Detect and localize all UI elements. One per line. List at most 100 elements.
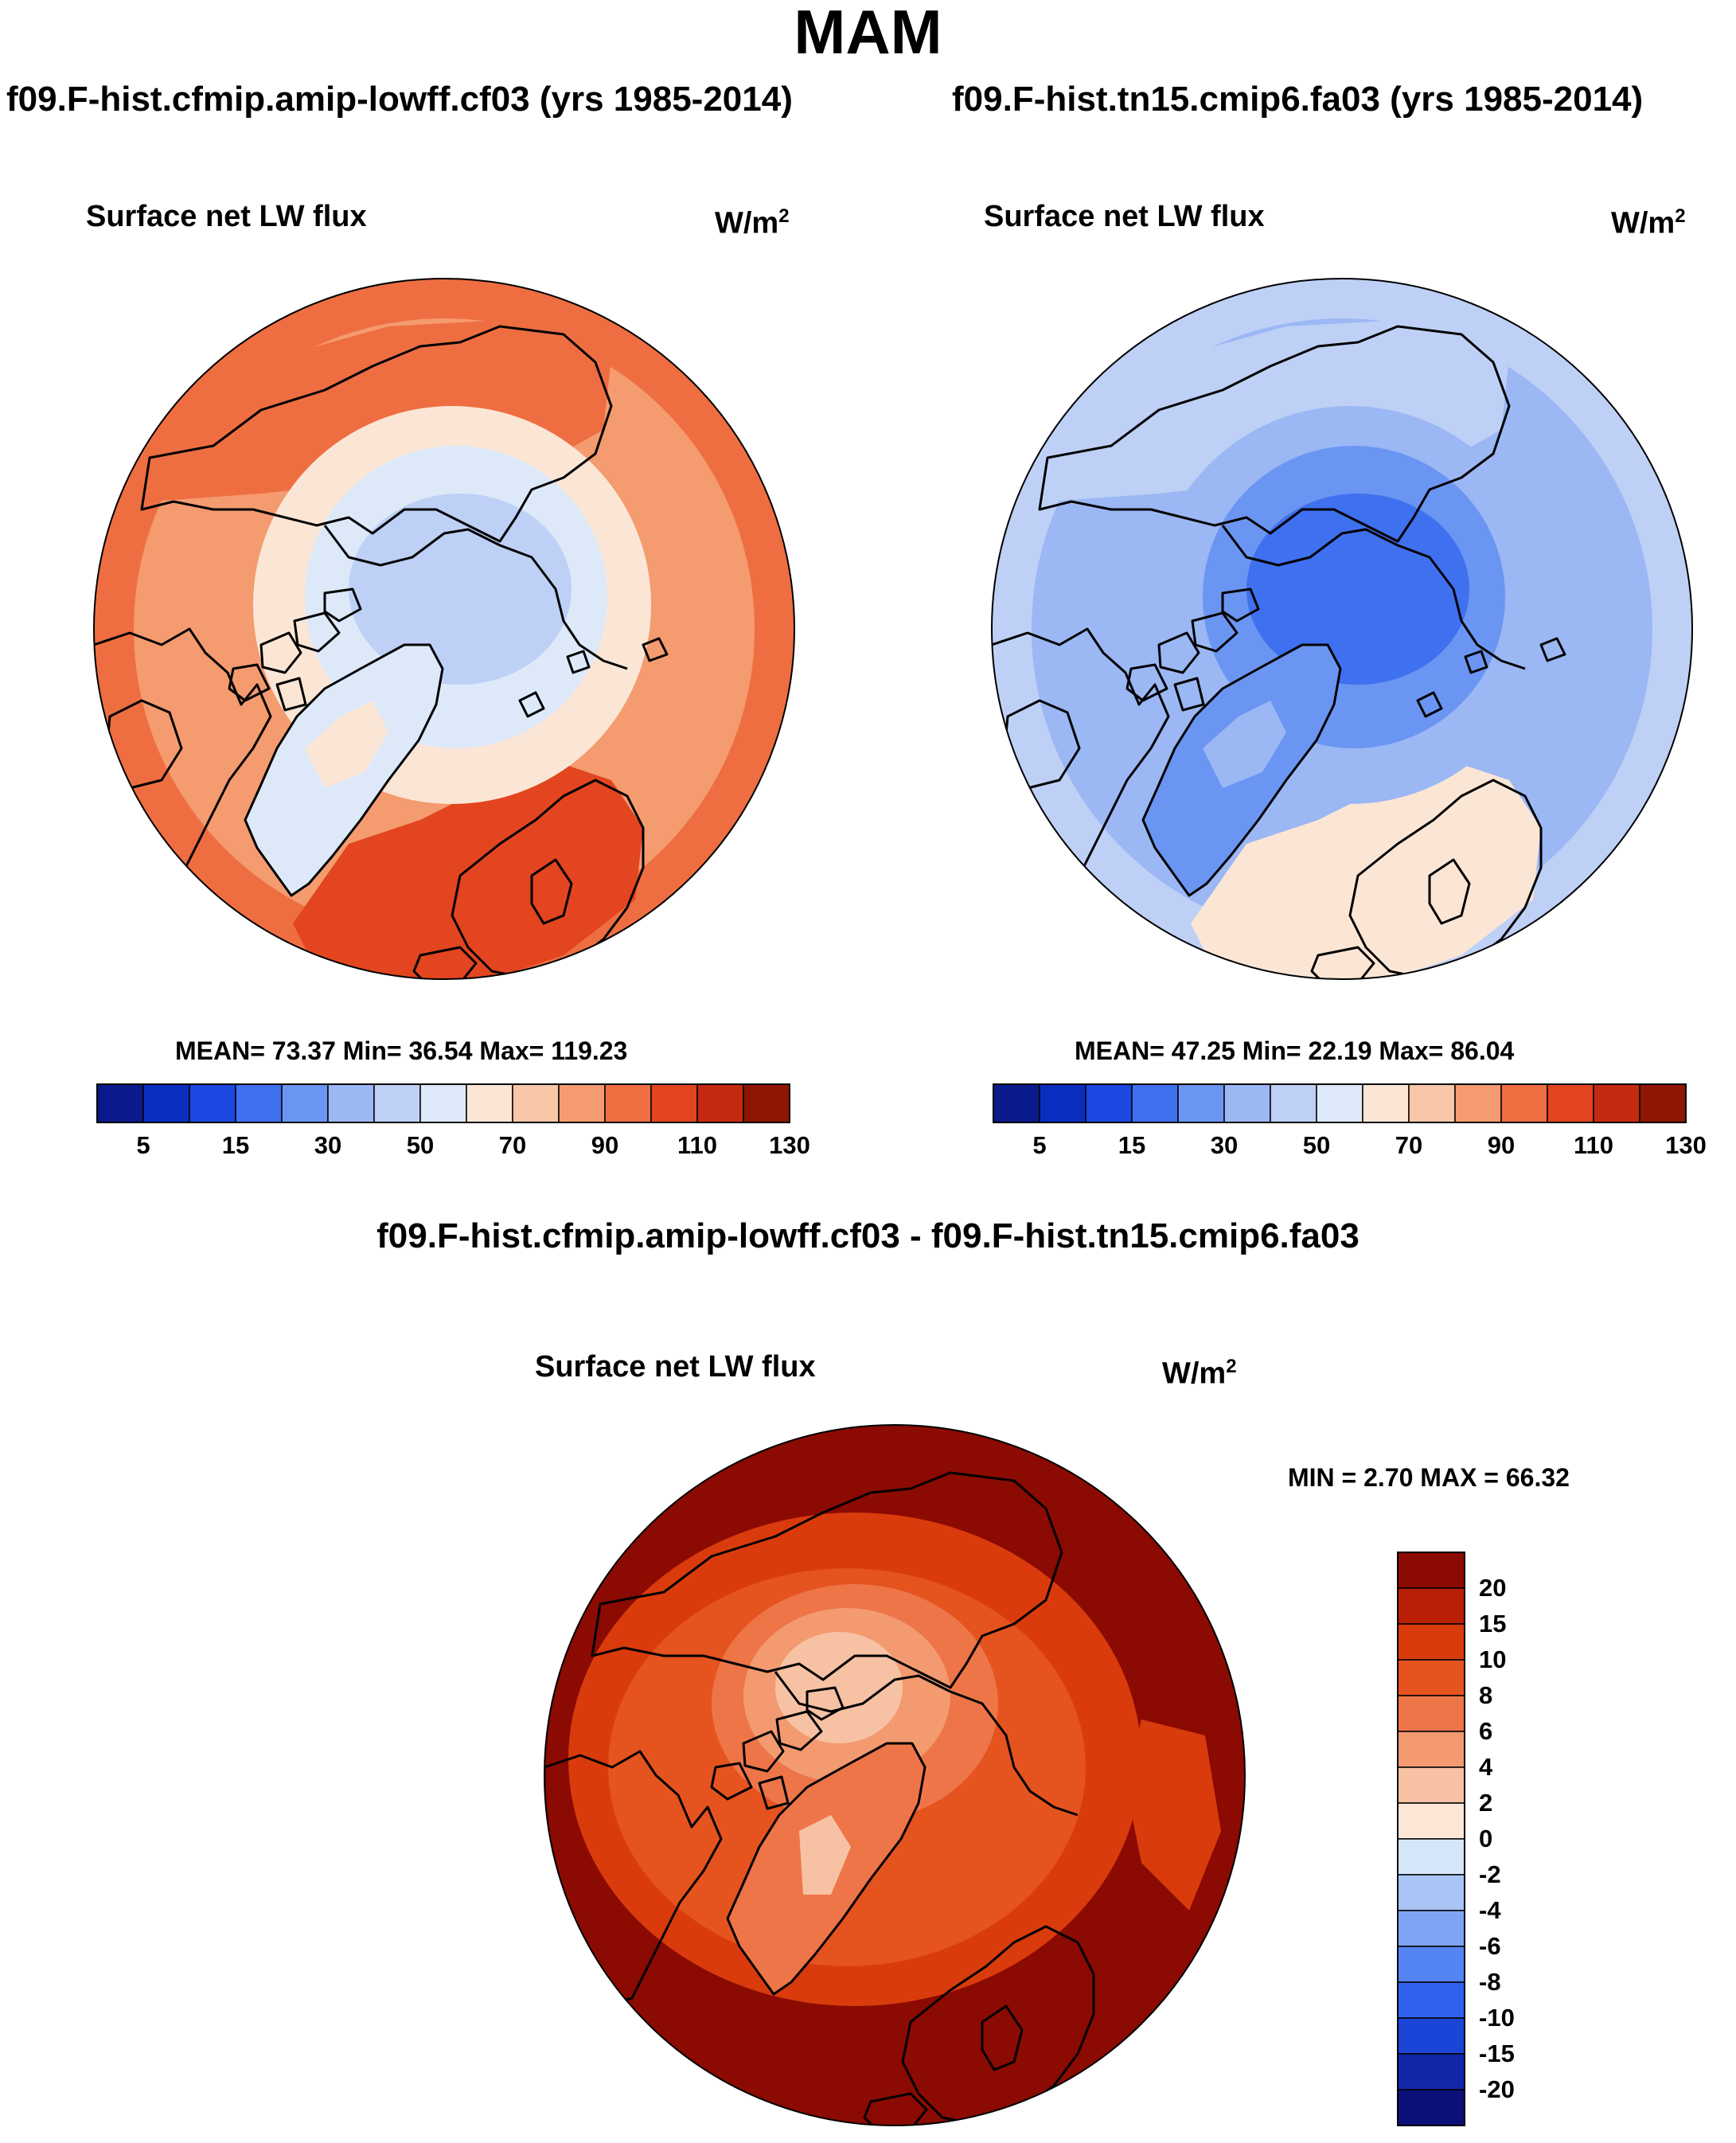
coast-baltic [530,858,573,925]
diff-coast-archipelago-3 [806,1686,845,1721]
colorbar-box-1 [1039,1083,1086,1123]
diff-colorbar-box-6 [1397,1766,1465,1804]
colorbar-tick-label: 30 [314,1131,342,1159]
diff-colorbar-label: 8 [1479,1681,1493,1709]
coast-archipelago-1 [293,611,341,653]
diff-colorbar-box-10 [1397,1910,1465,1947]
colorbar-tick-label: 110 [1573,1131,1613,1159]
diff-coast-archipelago-1 [775,1710,823,1751]
coast-europe [451,779,645,979]
colorbar-box-14 [1639,1083,1687,1123]
diff-coast-baltic [981,2004,1024,2071]
coast-island-0 [1416,691,1443,718]
diff-colorbar-box-12 [1397,1981,1465,2019]
coast-archipelago-2 [228,663,271,702]
colorbar-box-3 [235,1083,283,1123]
colorbar-tick-label: 15 [1118,1131,1146,1159]
left-colorbar [96,1083,790,1123]
diff-colorbar-label: 0 [1479,1825,1493,1852]
colorbar-box-4 [1177,1083,1225,1123]
diff-colorbar-label: -20 [1479,2075,1515,2103]
diff-colorbar-label: 2 [1479,1789,1493,1817]
coast-greenland [244,643,444,897]
diff-coast-greenland [726,1742,927,1996]
coast-island-1 [566,650,591,674]
contour-atlantic [1191,764,1541,979]
diff-colorbar-label: -15 [1479,2040,1515,2067]
colorbar-tick-label: 90 [591,1131,619,1159]
colorbar-box-8 [1362,1083,1410,1123]
diff-minmax: MIN = 2.70 MAX = 66.32 [1288,1463,1570,1492]
contour-pole [349,494,572,685]
colorbar-box-6 [1270,1083,1317,1123]
difference-title: f09.F-hist.cfmip.amip-lowff.cf03 - f09.F… [376,1216,1360,1255]
coast-archipelago-0 [259,631,302,674]
colorbar-box-12 [1547,1083,1594,1123]
left-polar-map [93,278,795,980]
colorbar-tick-label: 90 [1487,1131,1516,1159]
contour-greenland-interior [305,701,388,788]
left-units-label: W/m2 [715,205,790,240]
colorbar-tick-label: 5 [1032,1131,1047,1159]
diff-colorbar-box-8 [1397,1838,1465,1876]
diff-coast-arctic-margin [774,1671,1079,1817]
contour-atlantic [293,764,643,979]
diff-contour-pole [775,1632,903,1743]
coast-archipelago-3 [1221,587,1260,623]
contour-pole [1246,494,1469,685]
colorbar-tick-label: 5 [136,1131,150,1159]
diff-coast-archipelago-0 [742,1730,785,1773]
coast-arctic-margin [323,525,628,670]
colorbar-box-3 [1131,1083,1179,1123]
diff-contour-siberia [1125,1719,1221,1911]
diff-colorbar-label: -6 [1479,1932,1501,1960]
diff-colorbar-box-1 [1397,1587,1465,1625]
diff-colorbar-box-13 [1397,2017,1465,2055]
difference-colorbar [1397,1552,1465,2126]
colorbar-box-11 [1500,1083,1548,1123]
colorbar-box-11 [604,1083,652,1123]
diff-colorbar-frame [1397,1552,1465,2126]
colorbar-box-2 [1085,1083,1133,1123]
coast-island-0 [518,691,545,718]
colorbar-tick-label: 30 [1210,1131,1239,1159]
diff-colorbar-box-15 [1397,2089,1465,2126]
colorbar-box-12 [650,1083,698,1123]
right-polar-map [991,278,1693,980]
colorbar-box-8 [466,1083,513,1123]
colorbar-box-4 [281,1083,329,1123]
coast-island-2 [642,637,669,662]
diff-colorbar-box-3 [1397,1659,1465,1696]
diff-colorbar-box-11 [1397,1946,1465,1983]
colorbar-box-5 [1223,1083,1271,1123]
colorbar-tick-label: 110 [677,1131,717,1159]
right-colorbar [993,1083,1687,1123]
diff-contour-greenland-interior [799,1815,851,1895]
diff-coast-archipelago-4 [758,1775,790,1810]
left-case-title: f09.F-hist.cfmip.amip-lowff.cf03 (yrs 19… [6,80,793,119]
diff-colorbar-box-14 [1397,2053,1465,2090]
colorbar-box-0 [96,1083,144,1123]
diff-colorbar-box-4 [1397,1695,1465,1732]
colorbar-tick-label: 70 [1395,1131,1423,1159]
diff-coast-europe [901,1925,1095,2125]
colorbar-tick-label: 70 [498,1131,527,1159]
colorbar-frame [96,1083,790,1123]
colorbar-box-7 [419,1083,467,1123]
diff-colorbar-label: -2 [1479,1860,1501,1888]
left-variable-label: Surface net LW flux [86,200,367,233]
diff-colorbar-label: 6 [1479,1717,1493,1745]
colorbar-box-9 [1408,1083,1456,1123]
diff-colorbar-label: -8 [1479,1968,1501,1996]
colorbar-box-10 [558,1083,606,1123]
map-border [93,278,795,980]
diff-colorbar-label: 20 [1479,1574,1507,1602]
coast-greenland [1141,643,1342,897]
right-stats: MEAN= 47.25 Min= 22.19 Max= 86.04 [1075,1036,1515,1065]
coast-archipelago-2 [1125,663,1168,702]
colorbar-box-13 [696,1083,744,1123]
diff-coast-eurasia [591,1471,1063,1689]
diff-colorbar-label: 15 [1479,1610,1507,1638]
diff-colorbar-label: 10 [1479,1645,1507,1673]
coast-iceland [1310,946,1375,979]
